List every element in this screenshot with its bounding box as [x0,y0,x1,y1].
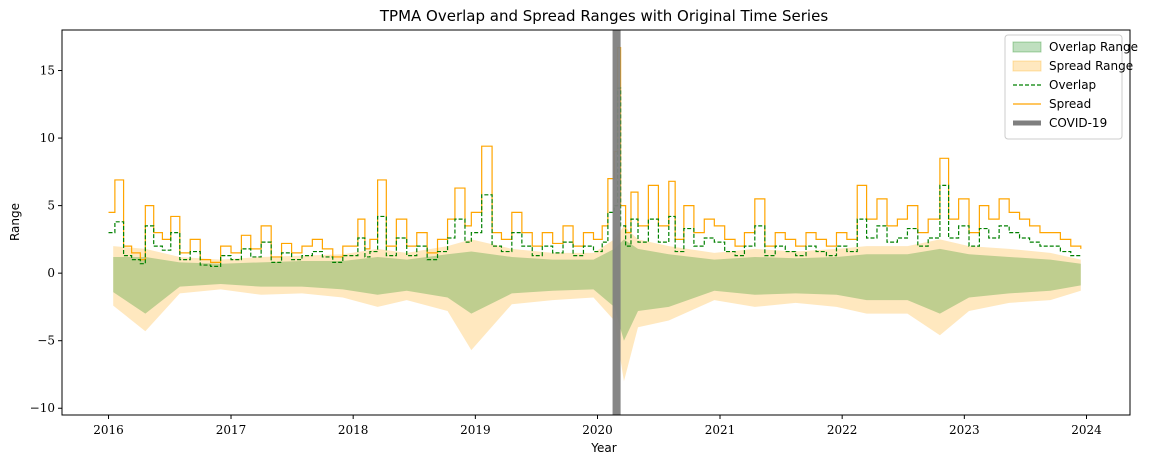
legend-item: Overlap [1013,78,1096,92]
legend-item: COVID-19 [1013,116,1107,130]
x-tick-label: 2020 [582,423,613,437]
legend-swatch [1012,41,1042,53]
y-axis-label: Range [8,203,22,241]
y-tick-label: −10 [30,401,55,415]
legend-label: Spread [1049,97,1091,111]
legend: Overlap Range Spread Range Overlap Spread CO… [1004,34,1138,140]
y-axis: −10 −5 0 5 10 15 [30,64,62,415]
legend-item: Spread [1013,97,1091,111]
legend-label: Overlap [1049,78,1096,92]
x-tick-label: 2022 [827,423,858,437]
y-tick-label: 10 [40,131,55,145]
y-tick-label: 15 [40,64,55,78]
y-tick-label: −5 [37,334,55,348]
x-tick-label: 2016 [93,423,124,437]
overlap-range-band [113,239,1081,341]
overlap-line [108,87,1082,268]
y-tick-label: 5 [47,199,55,213]
x-tick-label: 2017 [216,423,247,437]
x-axis: 2016 2017 2018 2019 2020 2021 2022 2023 2024 [93,415,1102,437]
legend-box [1004,34,1123,140]
legend-swatch [1012,60,1042,72]
covid-19-band [612,30,621,415]
spread-range-band [113,225,1081,382]
plot-frame [61,29,1131,416]
x-axis-label: Year [590,441,616,455]
x-tick-label: 2024 [1071,423,1102,437]
legend-item: Overlap Range [1012,40,1138,54]
legend-item: Spread Range [1012,59,1133,73]
spread-line [108,46,1082,263]
legend-label: COVID-19 [1049,116,1107,130]
chart-title: TPMA Overlap and Spread Ranges with Orig… [379,7,828,25]
x-tick-label: 2023 [949,423,980,437]
legend-label: Overlap Range [1049,40,1138,54]
x-tick-label: 2021 [705,423,736,437]
x-tick-label: 2018 [338,423,369,437]
x-tick-label: 2019 [460,423,491,437]
legend-label: Spread Range [1049,59,1133,73]
y-tick-label: 0 [47,266,55,280]
